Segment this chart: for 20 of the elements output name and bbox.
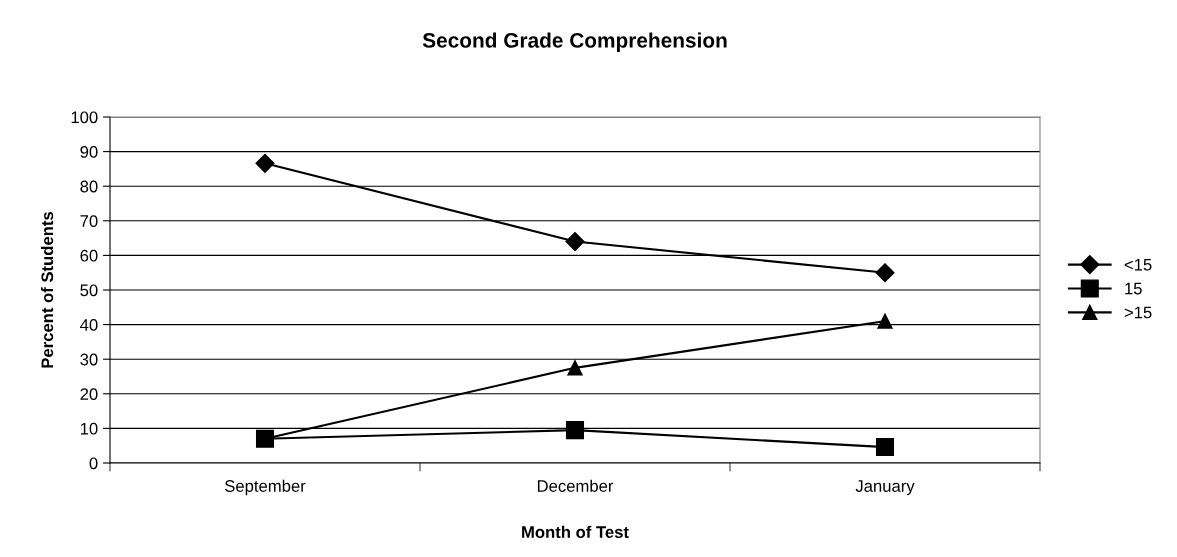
legend-label: <15 (1124, 258, 1152, 271)
y-tick-label: 50 (80, 284, 98, 297)
y-tick-label: 30 (80, 353, 98, 366)
y-tick-label: 90 (80, 146, 98, 158)
y-tick-label: 40 (80, 319, 98, 331)
y-tick-label: 20 (80, 388, 98, 400)
legend-label: >15 (1124, 306, 1152, 319)
x-tick-label: January (855, 480, 915, 496)
y-tick-label: 0 (89, 457, 98, 470)
y-tick-label: 80 (80, 180, 98, 193)
chart-title: Second Grade Comprehension (422, 32, 727, 52)
y-tick-label: 70 (80, 215, 98, 227)
legend-label: 15 (1125, 282, 1142, 295)
x-tick-label: September (225, 479, 306, 496)
y-tick-label: 60 (80, 249, 98, 262)
y-tick-label: 100 (71, 111, 98, 124)
y-tick-label: 10 (80, 422, 98, 435)
x-axis-title: Month of Test (522, 525, 629, 538)
y-axis-title: Percent of Students (40, 211, 54, 368)
x-tick-label: December (537, 479, 614, 492)
